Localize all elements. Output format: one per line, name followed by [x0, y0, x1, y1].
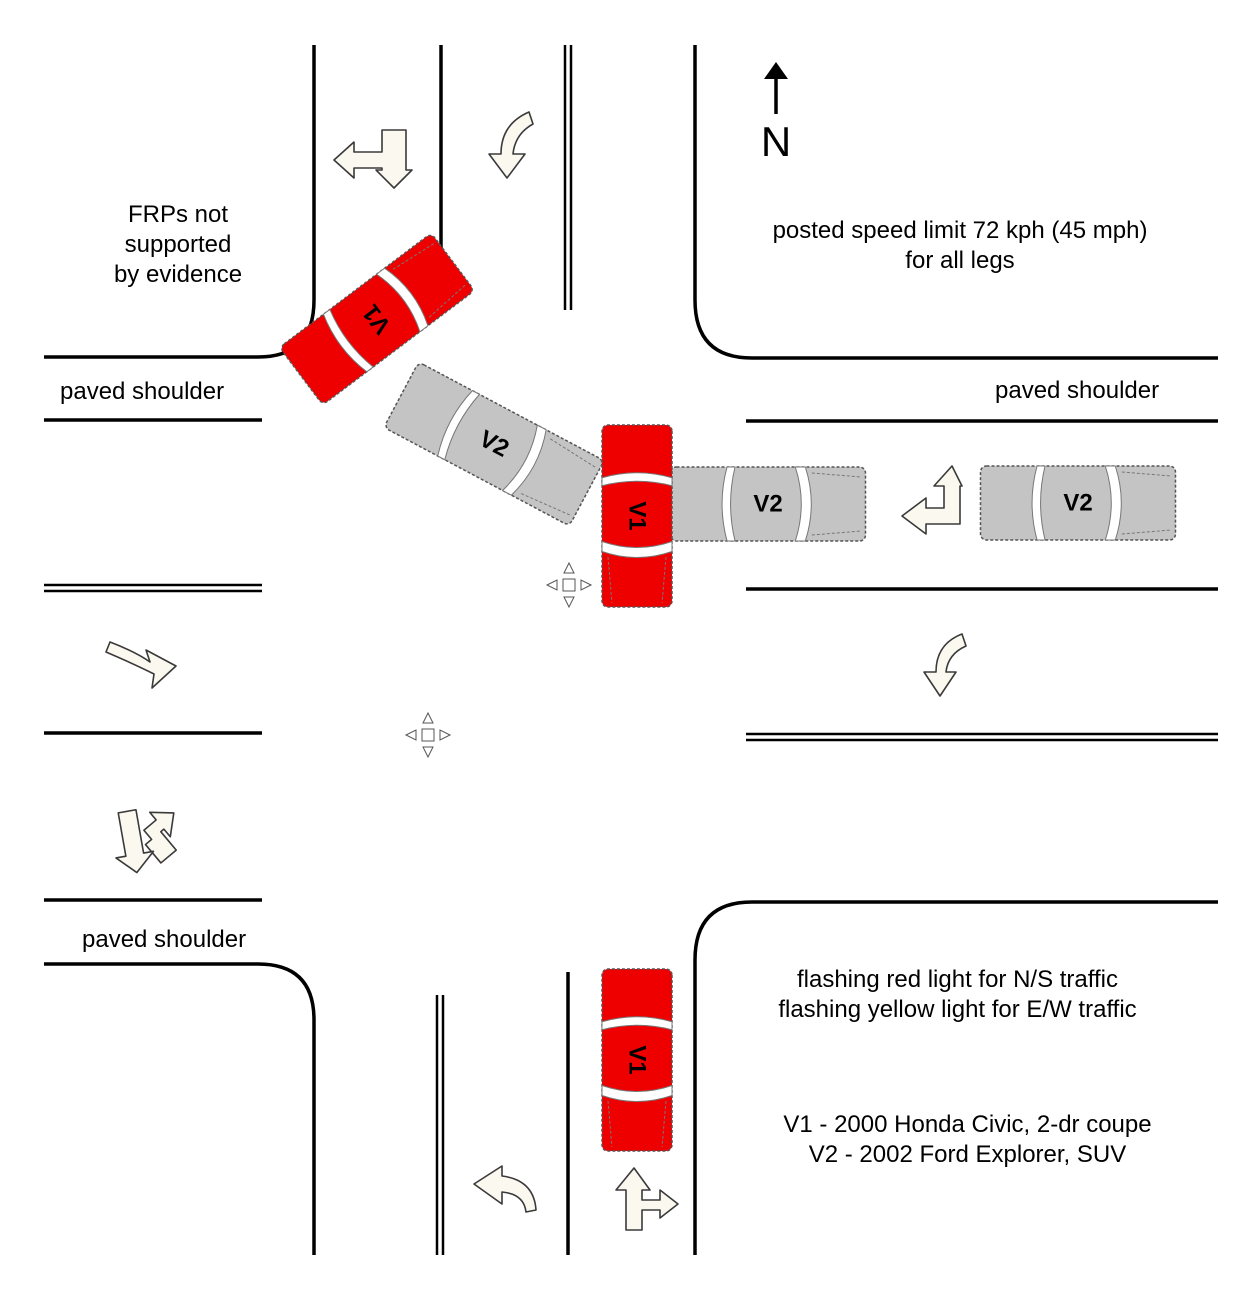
frps-note-line-2: supported — [124, 231, 232, 258]
v2-suv-pre-impact-windshield — [1104, 465, 1122, 541]
straight-right-split-arrow-icon — [615, 1167, 679, 1231]
v2-suv-at-impact-windshield — [794, 466, 812, 542]
v1-car-pre-impact-windshield — [601, 1084, 673, 1102]
curved-right-arrow-icon — [105, 641, 177, 689]
v1-car-final-rest: V1 — [281, 234, 473, 404]
left-right-split-arrow-icon — [115, 808, 178, 874]
v2-suv-pre-impact-label: V2 — [1063, 490, 1092, 517]
v2-suv-at-impact-rear-glass — [721, 466, 736, 542]
speed-limit-line-1: posted speed limit 72 kph (45 mph) — [772, 217, 1148, 244]
move-handle-icon — [404, 711, 452, 759]
left-right-split-arrow-icon — [333, 129, 413, 189]
shoulder-label-west-upper: paved shoulder — [60, 378, 225, 405]
curved-left-arrow-icon — [923, 633, 967, 697]
v2-suv-final-rest-rear-glass — [437, 390, 481, 461]
north-arrow-icon: N — [761, 62, 791, 165]
ne-curb — [693, 45, 1218, 360]
curved-left-arrow-icon — [473, 1165, 537, 1213]
v1-car-final-rest-body — [281, 234, 473, 404]
vehicle-legend-v1: V1 - 2000 Honda Civic, 2-dr coupe — [783, 1111, 1152, 1138]
v2-suv-final-rest-body — [385, 363, 603, 525]
v2-suv-pre-impact-rear-glass — [1031, 465, 1046, 541]
v2-suv-at-impact-label: V2 — [753, 491, 782, 518]
se-curb — [693, 900, 1218, 1255]
move-handle-icon — [545, 561, 593, 609]
signal-note-line-1: flashing red light for N/S traffic — [796, 966, 1119, 993]
shoulder-label-west-lower: paved shoulder — [82, 926, 247, 953]
curved-left-arrow-icon — [488, 111, 534, 179]
speed-limit-line-2: for all legs — [905, 247, 1015, 274]
lane-arrows — [105, 111, 967, 1231]
road-lines — [44, 45, 1218, 1255]
v1-car-at-impact: V1 — [601, 424, 673, 608]
shoulder-label-east-upper: paved shoulder — [995, 377, 1160, 404]
v2-suv-pre-impact: V2 — [979, 465, 1177, 541]
vehicle-legend-v2: V2 - 2002 Ford Explorer, SUV — [808, 1141, 1127, 1168]
compass-label: N — [761, 118, 791, 165]
frps-note-line-1: FRPs not — [127, 201, 229, 228]
signal-note: flashing red light for N/S traffic flash… — [720, 965, 1195, 1025]
vehicle-legend: V1 - 2000 Honda Civic, 2-dr coupe V2 - 2… — [720, 1110, 1215, 1170]
sw-curb — [44, 962, 316, 1255]
v1-car-pre-impact: V1 — [601, 968, 673, 1152]
v2-suv-pre-impact-body — [979, 465, 1177, 541]
v1-car-at-impact-windshield — [601, 540, 673, 558]
signal-note-line-2: flashing yellow light for E/W traffic — [778, 996, 1137, 1023]
v2-suv-at-impact: V2 — [669, 466, 867, 542]
left-right-split-arrow-icon — [901, 465, 963, 535]
v1-car-final-rest-rear-glass — [322, 308, 375, 373]
v1-car-pre-impact-rear-glass — [601, 1016, 673, 1031]
v1-car-at-impact-label: V1 — [624, 501, 651, 530]
v2-suv-final-rest-windshield — [501, 424, 547, 496]
v1-car-final-rest-windshield — [375, 267, 429, 333]
v1-car-at-impact-rear-glass — [601, 472, 673, 487]
frps-note-line-3: by evidence — [113, 261, 243, 288]
v1-car-at-impact-body — [601, 424, 673, 608]
v2-suv-final-rest: V2 — [385, 363, 603, 525]
v1-car-pre-impact-body — [601, 968, 673, 1152]
speed-limit-note: posted speed limit 72 kph (45 mph) for a… — [730, 216, 1190, 276]
frps-note: FRPs not supported by evidence — [88, 200, 268, 290]
v1-car-pre-impact-label: V1 — [624, 1045, 651, 1074]
